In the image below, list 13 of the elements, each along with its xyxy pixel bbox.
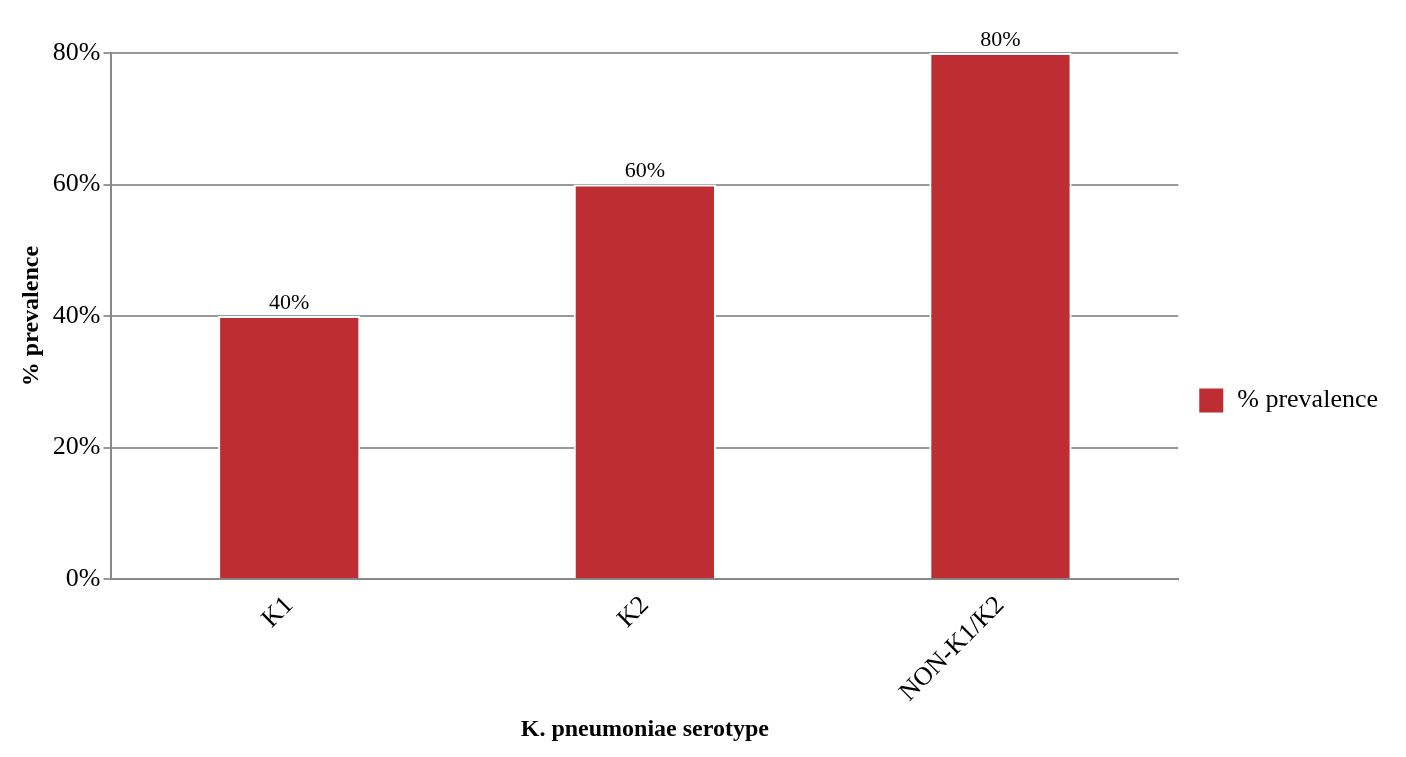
y-tick-label: 40%	[52, 299, 101, 329]
y-tick-label: 80%	[52, 36, 101, 66]
y-axis-title: % prevalence	[16, 245, 43, 387]
y-tick-label: 20%	[52, 431, 101, 461]
x-tick-label: K2	[610, 589, 654, 633]
data-label: 80%	[980, 25, 1021, 51]
legend-label: % prevalence	[1237, 384, 1379, 414]
y-tick-label: 60%	[52, 168, 101, 198]
data-label: 40%	[269, 288, 310, 314]
x-axis-title: K. pneumoniae serotype	[520, 714, 770, 741]
y-tick-label: 0%	[65, 562, 101, 592]
x-tick-label: K1	[255, 589, 299, 633]
data-label: 60%	[624, 157, 666, 183]
